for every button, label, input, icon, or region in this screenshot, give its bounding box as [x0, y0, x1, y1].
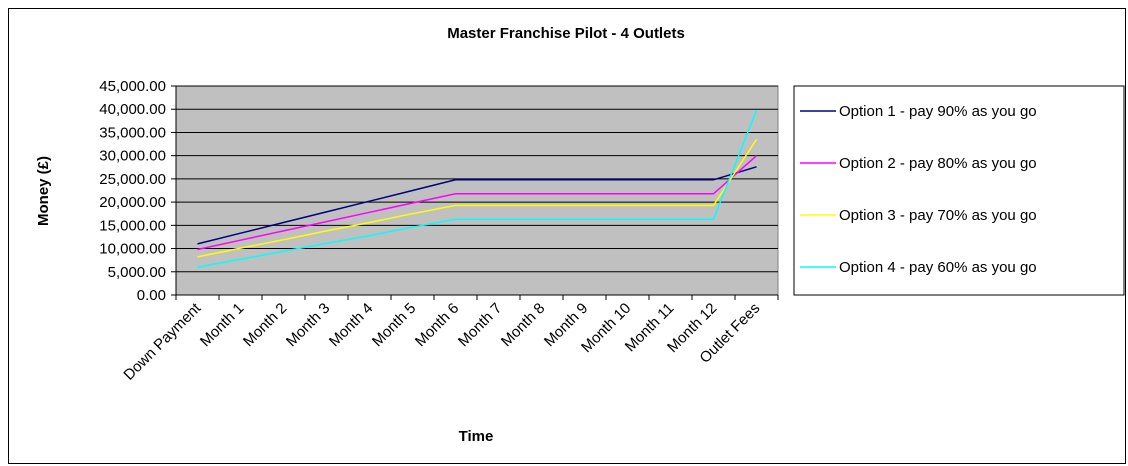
legend-box: [793, 85, 1125, 296]
x-tick-label: Down Payment: [120, 299, 205, 384]
x-tick-label: Month 5: [369, 300, 419, 350]
series-line-option-2: [197, 155, 757, 251]
gridlines: [176, 85, 778, 273]
y-axis-title: Money (£): [35, 156, 52, 226]
x-tick-label: Month 2: [240, 300, 290, 350]
y-tick-label: 10,000.00: [99, 241, 166, 258]
legend-label: Option 4 - pay 60% as you go: [839, 259, 1037, 276]
y-axis-ticks: 0.00 5,000.00 10,000.00 15,000.00 20,000.00 2…: [99, 78, 176, 304]
x-axis-title: Time: [459, 428, 494, 445]
x-tick-label: Month 4: [326, 300, 376, 350]
series-line-option-1: [197, 166, 757, 245]
y-tick-label: 15,000.00: [99, 217, 166, 234]
x-tick-label: Month 1: [197, 300, 247, 350]
plot-area: [175, 85, 779, 296]
chart-title: Master Franchise Pilot - 4 Outlets: [447, 25, 685, 42]
y-tick-label: 25,000.00: [99, 171, 166, 188]
x-tick-label: Month 3: [283, 300, 333, 350]
y-tick-label: 20,000.00: [99, 194, 166, 211]
series-lines: [197, 109, 758, 268]
y-tick-label: 40,000.00: [99, 101, 166, 118]
y-tick-label: 30,000.00: [99, 148, 166, 165]
y-tick-label: 45,000.00: [99, 78, 166, 95]
x-tick-label: Month 6: [412, 300, 462, 350]
legend-label: Option 2 - pay 80% as you go: [839, 155, 1037, 172]
legend-label: Option 3 - pay 70% as you go: [839, 207, 1037, 224]
y-tick-label: 0.00: [137, 287, 166, 304]
legend: Option 1 - pay 90% as you go Option 2 - p…: [800, 103, 1037, 276]
series-line-option-4: [197, 109, 758, 268]
y-tick-label: 35,000.00: [99, 124, 166, 141]
x-tick-label: Month 7: [455, 300, 505, 350]
y-tick-label: 5,000.00: [108, 264, 166, 281]
x-tick-label: Month 8: [498, 300, 548, 350]
legend-label: Option 1 - pay 90% as you go: [839, 103, 1037, 120]
series-line-option-3: [197, 138, 758, 258]
